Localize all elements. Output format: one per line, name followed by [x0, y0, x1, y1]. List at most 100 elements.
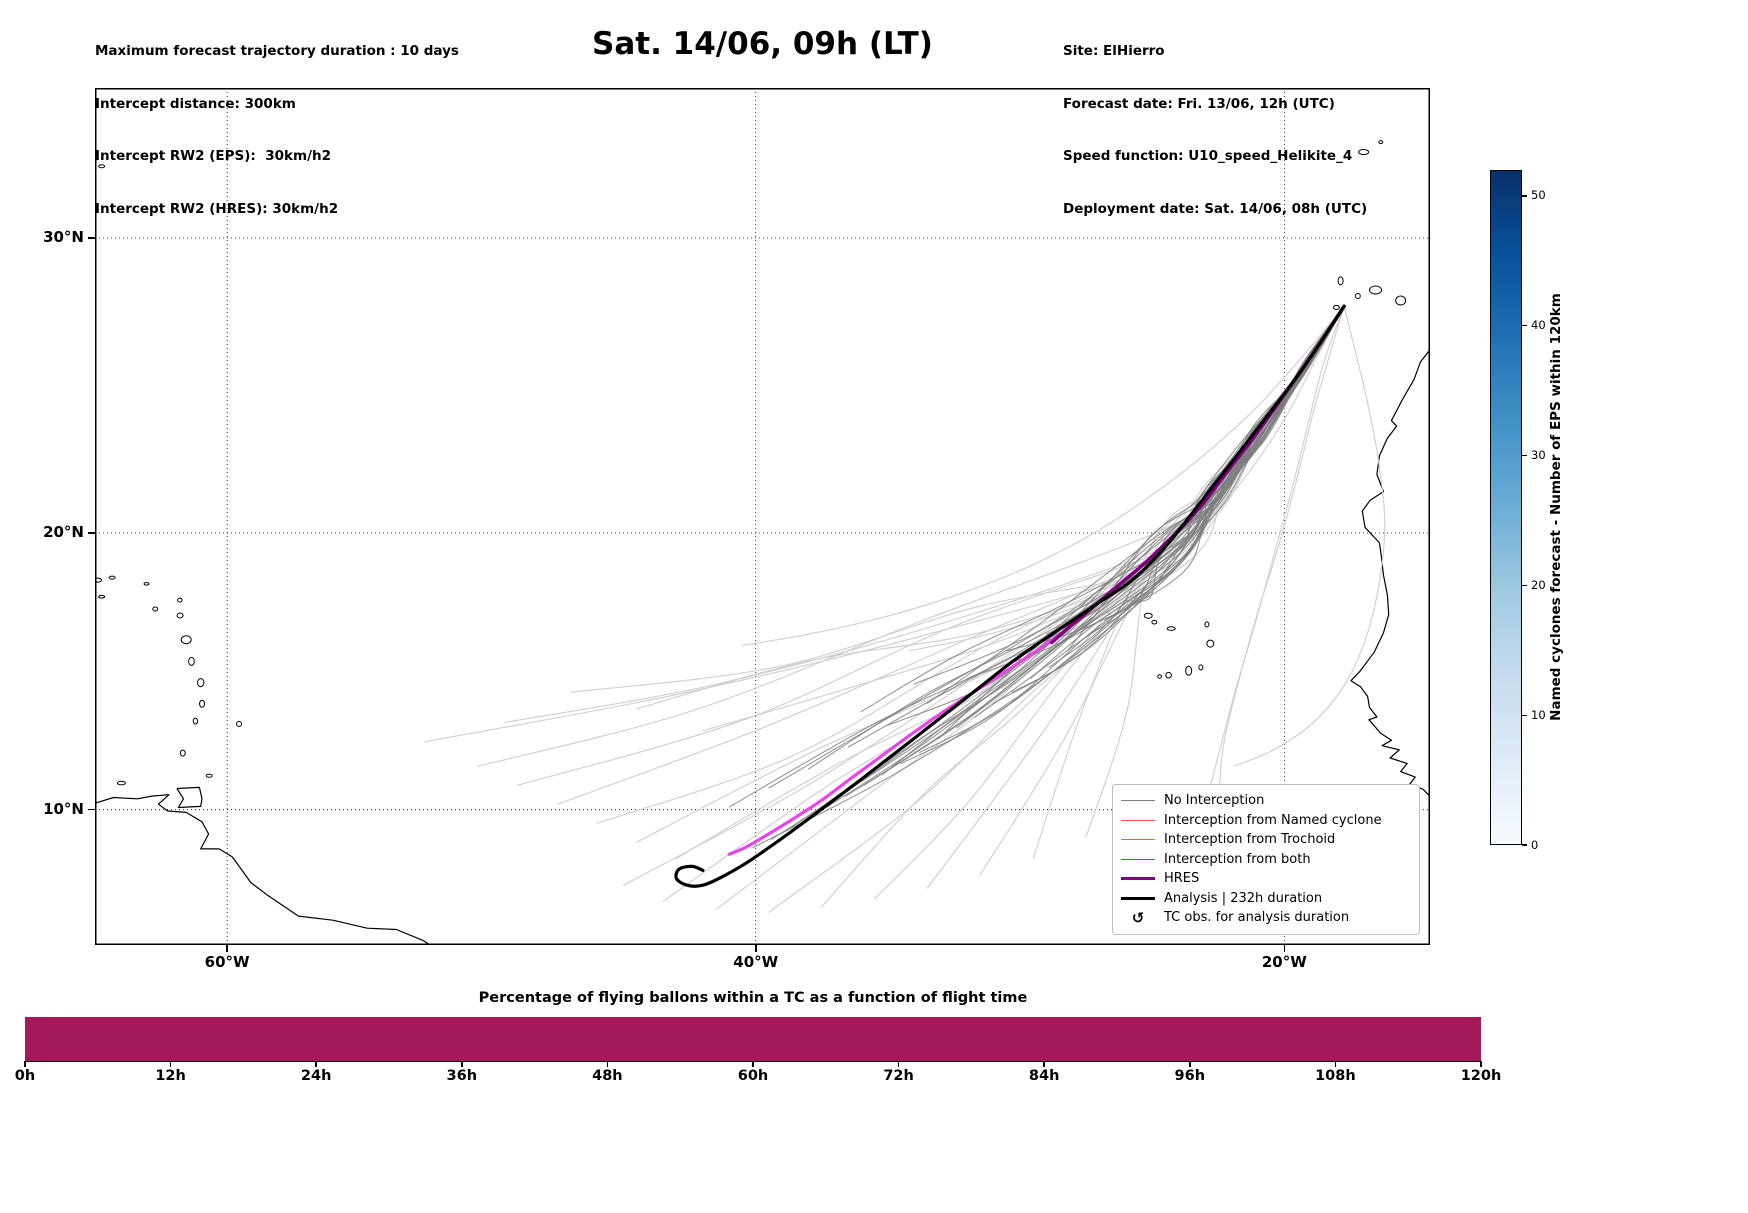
- legend-line-swatch: [1121, 877, 1155, 881]
- legend-item: ↺ TC obs. for analysis duration: [1121, 908, 1411, 928]
- island-outline: [197, 678, 205, 688]
- setting-line: Intercept RW2 (EPS): 30km/h2: [95, 148, 331, 164]
- ensemble-member-light: [477, 305, 1345, 767]
- legend-line: [1121, 839, 1155, 841]
- ensemble-member: [826, 305, 1345, 808]
- island-outline: [1358, 149, 1370, 156]
- colorbar-tick-label: 0: [1531, 837, 1539, 852]
- colorbar-tick: [1522, 454, 1527, 457]
- ensemble-member: [808, 305, 1345, 819]
- colorbar-tick: [1522, 584, 1527, 586]
- flight-time-tick-label: 108h: [1315, 1068, 1356, 1084]
- lat-tick-label: 10°N: [43, 799, 84, 818]
- ensemble-member: [728, 305, 1345, 808]
- legend-label: Interception from Named cyclone: [1164, 812, 1382, 828]
- legend-line-swatch: [1121, 858, 1155, 860]
- lon-tick-label: 20°W: [1261, 953, 1307, 971]
- lon-tick: [1283, 945, 1286, 952]
- lon-tick-label: 40°W: [733, 953, 779, 971]
- island-outline: [108, 575, 116, 580]
- island-outline: [95, 577, 103, 583]
- lon-tick: [226, 945, 228, 952]
- colorbar-tick: [1522, 325, 1527, 327]
- setting-line: Intercept distance: 300km: [95, 95, 296, 112]
- colorbar-tick: [1522, 844, 1527, 846]
- legend-line-swatch: [1121, 839, 1155, 841]
- island-outline: [1378, 140, 1384, 145]
- ensemble-member-light: [1032, 305, 1345, 859]
- colorbar-tick-label: 10: [1531, 707, 1546, 722]
- lon-tick-label: 60°W: [204, 953, 250, 971]
- island-outline: [1337, 276, 1344, 286]
- ensemble-member: [808, 305, 1345, 770]
- colorbar-tick-label: 40: [1531, 318, 1546, 333]
- site-info-line: Deployment date: Sat. 14/06, 08h (UTC): [1063, 200, 1368, 217]
- flight-time-tick-label: 48h: [592, 1068, 623, 1084]
- legend-label: Interception from both: [1164, 851, 1311, 867]
- coastline: [95, 794, 432, 945]
- island-outline: [98, 594, 106, 599]
- colorbar-tick-label: 20: [1531, 577, 1546, 592]
- lat-tick-label: 30°N: [43, 228, 84, 246]
- flight-time-tick-label: 0h: [14, 1068, 36, 1084]
- flight-time-tick-label: 36h: [446, 1068, 478, 1084]
- tc-percentage-bar: [25, 1017, 1481, 1061]
- site-info-line: Site: ElHierro: [1063, 43, 1165, 59]
- flight-time-tick-label: 24h: [300, 1068, 332, 1084]
- legend-line-swatch: [1121, 819, 1155, 821]
- analysis-trajectory: [674, 304, 1346, 888]
- coastline: [176, 786, 203, 809]
- island-outline: [1166, 626, 1176, 631]
- legend-item: HRES: [1121, 869, 1411, 889]
- control-trajectory: [727, 304, 1346, 856]
- legend-line-swatch: [1121, 800, 1155, 802]
- trajectory-map: [95, 88, 1430, 945]
- island-outline: [1157, 674, 1162, 679]
- legend-label: TC obs. for analysis duration: [1164, 910, 1350, 926]
- island-outline: [98, 164, 106, 169]
- ensemble-member: [863, 305, 1345, 786]
- flight-time-tick-label: 72h: [883, 1068, 914, 1084]
- lat-tick: [88, 237, 95, 239]
- island-outline: [1354, 293, 1361, 300]
- plot-title: Sat. 14/06, 09h (LT): [592, 26, 933, 62]
- colorbar-tick: [1522, 195, 1527, 197]
- legend-item: Interception from both: [1121, 850, 1411, 870]
- site-info-line: Forecast date: Fri. 13/06, 12h (UTC): [1063, 95, 1335, 112]
- island-outline: [176, 612, 184, 619]
- lat-tick: [88, 808, 95, 811]
- island-outline: [1395, 295, 1407, 306]
- island-outline: [1332, 304, 1340, 310]
- island-outline: [188, 656, 195, 666]
- colorbar-label: Named cyclones forecast - Number of EPS …: [1548, 293, 1564, 721]
- island-outline: [1204, 621, 1210, 628]
- ensemble-member: [771, 305, 1345, 840]
- island-outline: [1369, 285, 1383, 295]
- island-outline: [180, 635, 192, 645]
- flight-time-tick-label: 60h: [737, 1068, 769, 1084]
- tc-obs-marker-icon: ↺: [1121, 910, 1155, 925]
- ensemble-member-light: [1198, 305, 1345, 867]
- island-outline: [205, 773, 213, 778]
- ensemble-member: [913, 305, 1345, 685]
- ensemble-member-light: [675, 305, 1345, 859]
- island-outline: [177, 597, 183, 603]
- ensemble-member-light: [1233, 305, 1386, 767]
- ensemble-member: [768, 305, 1345, 789]
- island-outline: [1198, 664, 1204, 671]
- lat-tick: [88, 532, 95, 534]
- island-outline: [1151, 619, 1158, 625]
- island-outline: [1185, 665, 1193, 676]
- ensemble-member: [860, 305, 1345, 713]
- site-info-line: Speed function: U10_speed_Helikite_4: [1063, 148, 1353, 164]
- legend-label: Interception from Trochoid: [1164, 832, 1336, 848]
- ensemble-member-light: [636, 305, 1345, 710]
- colorbar-tick-label: 30: [1531, 448, 1546, 463]
- island-outline: [1143, 612, 1153, 619]
- ensemble-member: [1045, 305, 1345, 635]
- ensemble-member-light: [517, 305, 1345, 786]
- island-outline: [1165, 671, 1172, 679]
- legend-line: [1121, 800, 1155, 802]
- flight-time-tick-label: 84h: [1028, 1068, 1060, 1084]
